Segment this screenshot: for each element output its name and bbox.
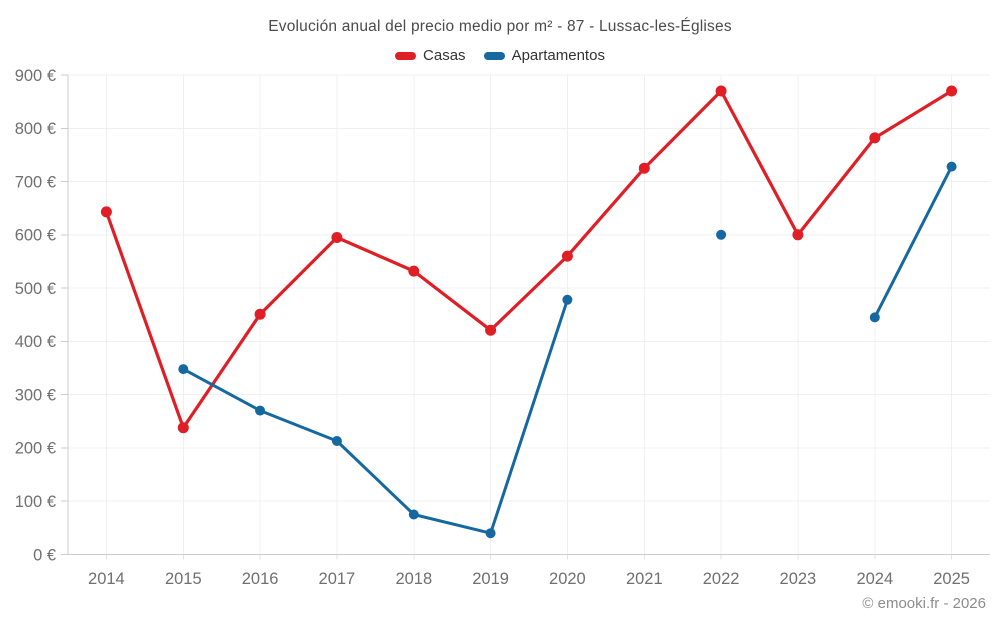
data-point-apartamentos-2025[interactable] — [946, 161, 957, 172]
y-axis-label: 500 € — [15, 280, 56, 298]
data-point-apartamentos-2018[interactable] — [408, 509, 419, 520]
data-point-apartamentos-2017[interactable] — [331, 436, 342, 446]
series-line-apartamentos — [181, 298, 569, 535]
x-axis-label: 2020 — [549, 570, 586, 588]
data-point-casas-2024[interactable] — [869, 132, 881, 144]
series-line-casas — [104, 89, 954, 430]
y-axis-label: 600 € — [15, 227, 56, 245]
data-point-casas-2022[interactable] — [715, 85, 727, 97]
y-axis-label: 900 € — [15, 67, 56, 85]
legend-label-apartamentos: Apartamentos — [511, 47, 605, 64]
x-axis-label: 2025 — [933, 570, 970, 588]
x-axis-label: 2016 — [242, 570, 279, 588]
x-axis-label: 2015 — [165, 570, 202, 588]
copyright-attribution: © emooki.fr - 2026 — [862, 595, 986, 612]
data-point-casas-2015[interactable] — [177, 422, 189, 434]
x-axis-label: 2021 — [626, 570, 663, 588]
data-point-apartamentos-2024[interactable] — [869, 312, 880, 323]
x-axis-label: 2022 — [703, 570, 740, 588]
x-axis-label: 2023 — [780, 570, 817, 588]
y-axis-label: 300 € — [15, 386, 56, 404]
x-axis-label: 2019 — [472, 570, 509, 588]
x-axis-label: 2014 — [88, 570, 125, 588]
legend-item-apartamentos[interactable]: Apartamentos — [483, 47, 605, 64]
data-point-apartamentos-2016[interactable] — [255, 405, 266, 416]
data-point-casas-2014[interactable] — [100, 206, 112, 218]
y-axis-label: 800 € — [15, 120, 56, 138]
y-axis-label: 700 € — [15, 173, 56, 191]
data-point-casas-2023[interactable] — [792, 229, 804, 241]
x-axis-label: 2024 — [856, 570, 893, 588]
legend-item-casas[interactable]: Casas — [395, 47, 466, 64]
data-point-casas-2019[interactable] — [485, 324, 497, 336]
data-point-casas-2016[interactable] — [254, 308, 266, 320]
x-axis-label: 2017 — [319, 570, 356, 588]
data-point-apartamentos-2020[interactable] — [562, 294, 573, 305]
series-line-apartamentos — [873, 165, 954, 319]
legend-label-casas: Casas — [423, 47, 466, 64]
data-point-casas-2018[interactable] — [408, 265, 420, 277]
y-axis-label: 0 € — [33, 546, 56, 564]
apartamentos-series-swatch-icon — [483, 51, 505, 60]
data-point-apartamentos-2022[interactable] — [716, 229, 727, 240]
data-point-casas-2021[interactable] — [638, 162, 650, 174]
y-axis-label: 100 € — [15, 493, 56, 511]
legend: Casas Apartamentos — [0, 47, 1000, 64]
data-point-casas-2020[interactable] — [561, 250, 573, 262]
data-point-apartamentos-2015[interactable] — [178, 364, 189, 375]
y-axis-label: 200 € — [15, 440, 56, 458]
casas-series-swatch-icon — [395, 51, 417, 60]
y-axis-label: 400 € — [15, 333, 56, 351]
data-point-casas-2025[interactable] — [946, 85, 958, 97]
data-point-apartamentos-2019[interactable] — [485, 528, 496, 539]
data-point-casas-2017[interactable] — [331, 232, 343, 243]
chart-title: Evolución anual del precio medio por m² … — [268, 18, 732, 35]
x-axis-label: 2018 — [395, 570, 432, 588]
